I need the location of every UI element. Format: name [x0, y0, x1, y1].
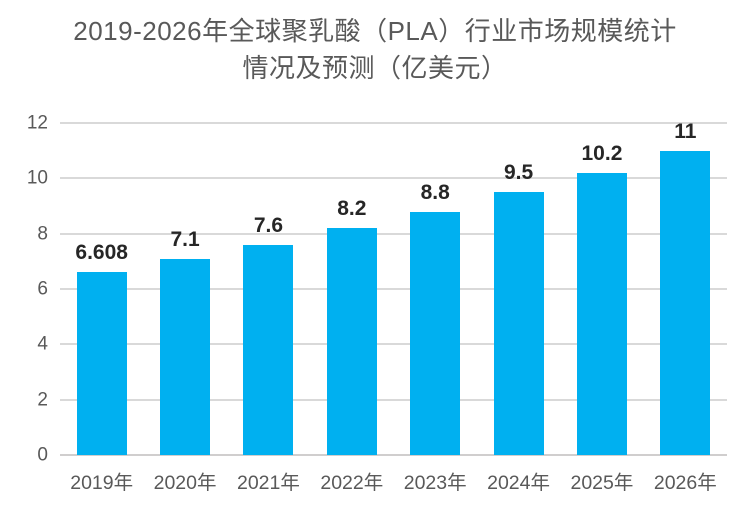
x-tick-label-2025年: 2025年 [570, 472, 634, 494]
x-axis-labels: 2019年 2020年 2021年 2022年 2023年 2024年 2025年 2026年 [60, 466, 727, 496]
x-tick-label-2024年: 2024年 [487, 472, 550, 494]
y-tick-label-2: 2 [37, 389, 48, 411]
gridline-y-2 [60, 398, 727, 401]
gridline-y-10 [60, 177, 727, 180]
x-tick-label-2020年: 2020年 [153, 472, 217, 494]
bar-2025年 [576, 172, 627, 455]
y-tick-label-10: 10 [26, 167, 48, 189]
bar-value-label-2024年: 9.5 [503, 161, 534, 185]
y-tick-label-8: 8 [37, 223, 48, 245]
bar-slot-2026年: 11 [644, 119, 727, 455]
y-tick-label-0: 0 [37, 444, 48, 466]
bar-2021年 [243, 244, 294, 455]
x-tick-label-2023年: 2023年 [403, 472, 467, 494]
bar-value-label-2021年: 7.6 [253, 213, 284, 237]
bar-value-label-2020年: 7.1 [170, 227, 200, 251]
y-tick-label-6: 6 [37, 278, 48, 300]
bar-2020年 [160, 258, 211, 455]
bar-slot-2023年: 8.8 [394, 123, 477, 455]
gridline-y-12 [60, 122, 727, 124]
bar-2022年 [326, 228, 377, 455]
bar-slot-2020年: 7.1 [143, 123, 226, 455]
x-axis-line [60, 454, 727, 456]
bar-2026年 [660, 150, 711, 455]
chart-title: 2019-2026年全球聚乳酸（PLA）行业市场规模统计情况及预测（亿美元） [73, 16, 677, 83]
y-tick-label-4: 4 [37, 333, 48, 355]
x-tick-label-2021年: 2021年 [236, 472, 300, 494]
gridline-y-6 [60, 288, 727, 290]
plot-area: 6.608 7.1 7.6 8.2 8.8 9.5 10.2 11 [60, 119, 727, 456]
bar-value-label-2025年: 10.2 [581, 141, 623, 165]
y-axis-labels: 0 2 4 6 8 10 12 [8, 114, 48, 465]
bar-value-label-2023年: 8.8 [420, 180, 450, 204]
bar-2023年 [410, 211, 461, 455]
bar-slot-2025年: 10.2 [560, 123, 643, 455]
bar-slot-2021年: 7.6 [227, 123, 310, 455]
bar-value-label-2026年: 11 [674, 119, 697, 143]
bar-slot-2024年: 9.5 [477, 123, 560, 455]
bar-slot-2022年: 8.2 [310, 123, 393, 455]
bar-slot-2019年: 6.608 [60, 123, 143, 455]
gridline-y-4 [60, 343, 727, 346]
bar-2024年 [493, 192, 544, 455]
gridline-y-8 [60, 232, 727, 235]
bar-value-label-2019年: 6.608 [75, 241, 128, 265]
x-tick-label-2022年: 2022年 [320, 472, 384, 494]
x-tick-label-2026年: 2026年 [653, 472, 717, 494]
x-tick-label-2019年: 2019年 [70, 472, 134, 494]
bar-value-label-2022年: 8.2 [337, 197, 367, 221]
y-tick-label-12: 12 [26, 112, 48, 134]
bar-2019年 [76, 272, 127, 455]
